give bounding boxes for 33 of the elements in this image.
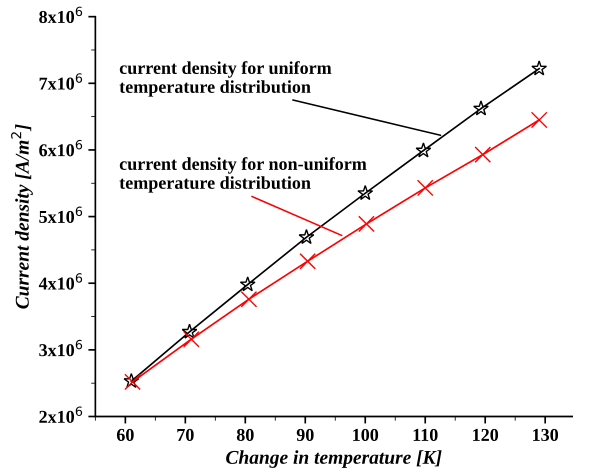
x-axis-title: Change in temperature [K]: [226, 450, 442, 468]
point: [473, 100, 489, 116]
y-tick-label: 8x10$^{6}$: [39, 6, 82, 24]
y-tick-label: 5x10$^{6}$: [39, 206, 82, 223]
x-tick-label: 80: [236, 428, 254, 442]
point: [416, 180, 434, 196]
point: [298, 228, 314, 244]
annotation: current density for non-uniform temperature distribution: [119, 157, 367, 193]
x-tick-label: 110: [414, 428, 438, 442]
point: [531, 60, 548, 76]
y-tick-label: 7x10$^{6}$: [40, 73, 82, 90]
x-tick-label: 90: [296, 428, 314, 442]
y-axis-title: Current density [A/m$^{2}$]: [11, 124, 33, 309]
x-tick-label: 120: [473, 428, 498, 442]
point: [358, 216, 375, 232]
y-tick-label: 4x10$^{6}$: [38, 273, 82, 290]
x-tick-label: 60: [116, 428, 134, 442]
point: [415, 142, 432, 158]
point: [299, 252, 316, 270]
point: [530, 112, 548, 128]
y-tick-label: 3x10$^{6}$: [39, 340, 82, 356]
point: [474, 146, 492, 163]
x-tick-label: 130: [533, 428, 558, 442]
point: [182, 330, 200, 348]
point: [357, 184, 374, 200]
y-tick-label: 2x10$^{6}$: [39, 406, 82, 423]
annotation: current density for uniform temperature distribution: [119, 61, 332, 97]
point: [240, 290, 258, 308]
y-tick-label: 6x10$^{6}$: [39, 140, 82, 156]
x-tick-label: 70: [177, 428, 194, 442]
x-tick-label: 100: [353, 428, 378, 442]
point: [182, 324, 198, 339]
point: [240, 276, 256, 292]
